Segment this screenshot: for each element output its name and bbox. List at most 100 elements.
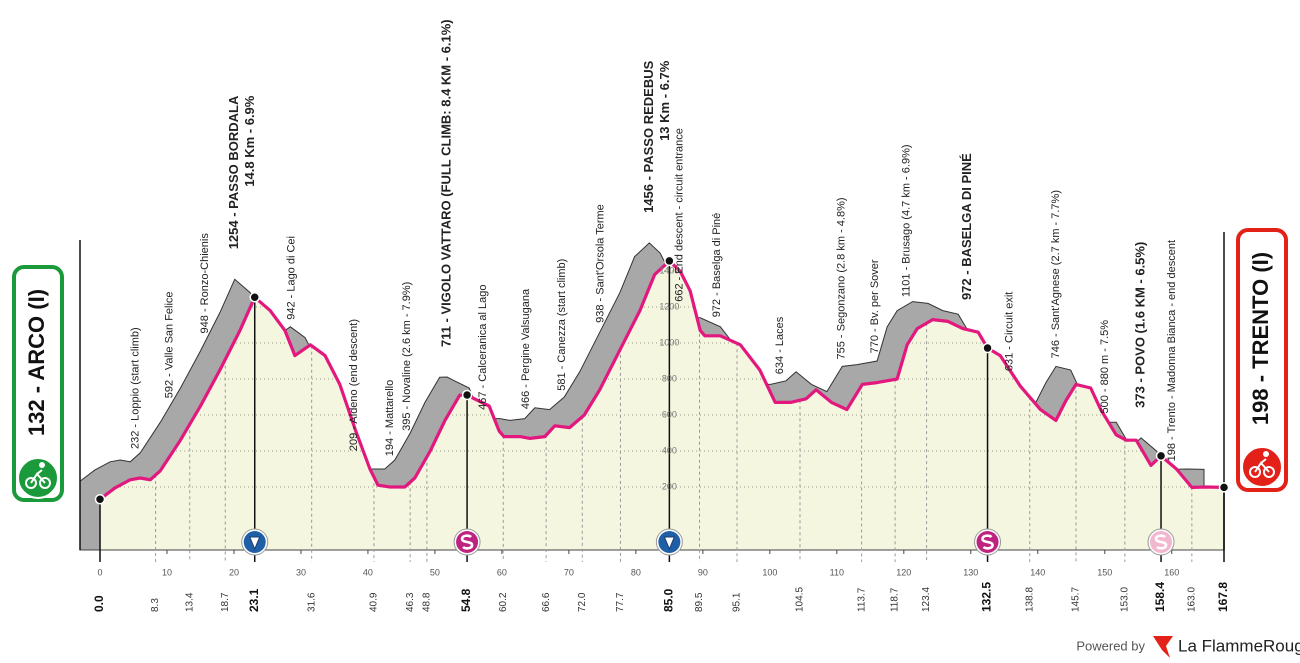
y-tick-label: 1400 <box>659 265 679 275</box>
waypoint-label: 746 - Sant'Agnese (2.7 km - 7.7%) <box>1050 190 1062 358</box>
km-label: 13.4 <box>184 592 195 612</box>
waypoint-label: 395 - Novaline (2.6 km - 7.9%) <box>401 282 413 431</box>
start-wheel <box>39 477 51 489</box>
x-tick-label: 0 <box>97 567 102 577</box>
waypoint-dot <box>461 389 473 401</box>
y-tick-label: 1200 <box>659 301 679 311</box>
km-label: 163.0 <box>1186 587 1197 612</box>
waypoint-dot <box>982 342 993 354</box>
km-label: 54.8 <box>459 588 473 612</box>
finish-icon <box>1241 446 1283 488</box>
x-tick-label: 80 <box>631 567 641 577</box>
km-label: 72.0 <box>577 592 588 612</box>
x-tick-label: 110 <box>830 567 844 577</box>
waypoint-label: 466 - Pergine Valsugana <box>520 288 532 409</box>
km-label: 123.4 <box>921 587 932 612</box>
waypoint-label: 1456 - PASSO REDEBUS <box>641 60 656 213</box>
waypoint-label: 938 - Sant'Orsola Terme <box>594 204 606 323</box>
km-label: 0.0 <box>92 595 106 612</box>
finish-label: 198 - TRENTO (I) <box>1248 252 1273 425</box>
start-icon <box>17 457 59 499</box>
km-label: 113.7 <box>856 587 867 612</box>
waypoint-label: 209 - Aldeno (end descent) <box>348 319 360 451</box>
waypoint-label: 581 - Canezza (start climb) <box>556 259 568 391</box>
x-tick-label: 100 <box>762 567 777 577</box>
icon-glyph <box>663 536 676 551</box>
waypoint-labels: 232 - Loppio (start climb) 592 - Valle Sa… <box>130 19 1178 461</box>
waypoint-label: 467 - Calceranica al Lago <box>477 284 489 409</box>
y-tick-label: 600 <box>662 409 677 419</box>
x-tick-label: 20 <box>229 567 239 577</box>
start-head <box>39 462 45 468</box>
waypoint-dot <box>1218 482 1230 493</box>
km-label: 89.5 <box>694 592 705 612</box>
start-label: 132 - ARCO (I) <box>24 289 49 436</box>
km-label: 118.7 <box>890 587 901 612</box>
waypoint-icon <box>655 528 683 556</box>
waypoint-detail: 13 Km - 6.7% <box>657 60 672 141</box>
waypoint-label: 711 - VIGOLO VATTARO (FULL CLIMB: 8.4 KM… <box>439 19 454 347</box>
km-label: 85.0 <box>662 588 676 612</box>
waypoint-icon <box>241 528 269 556</box>
y-tick-label: 1000 <box>659 337 679 347</box>
icon-glyph <box>1154 534 1168 550</box>
km-label: 158.4 <box>1153 582 1167 612</box>
waypoint-icon <box>974 528 1002 556</box>
start-wheel <box>25 477 37 489</box>
waypoint-dot <box>664 255 675 267</box>
km-label: 66.6 <box>541 592 552 612</box>
km-label: 48.8 <box>422 592 433 612</box>
x-tick-label: 30 <box>296 567 306 577</box>
waypoint-label: 972 - Baselga di Piné <box>711 213 723 318</box>
km-label: 60.2 <box>498 592 509 612</box>
brand-logo <box>1153 636 1173 658</box>
waypoint-detail: 14.8 Km - 6.9% <box>242 95 257 186</box>
start-banner <box>12 265 64 502</box>
km-label: 95.1 <box>732 592 743 612</box>
waypoint-icon <box>453 528 481 556</box>
x-tick-label: 140 <box>1030 567 1045 577</box>
km-label: 132.5 <box>980 582 994 612</box>
waypoint-label: 634 - Laces <box>774 316 786 374</box>
finish-wheel <box>1263 466 1275 478</box>
x-tick-label: 70 <box>564 567 574 577</box>
finish-rider <box>1254 458 1270 473</box>
profile-line <box>99 259 1225 501</box>
x-tick-label: 60 <box>497 567 507 577</box>
start-rider <box>30 469 46 484</box>
waypoint-icon <box>1147 528 1175 556</box>
x-tick-label: 160 <box>1164 567 1179 577</box>
finish-banner <box>1236 228 1288 492</box>
icon-glyph <box>248 536 261 551</box>
km-label: 8.3 <box>150 598 161 612</box>
km-label: 77.7 <box>615 592 626 612</box>
waypoint-label: 755 - Segonzano (2.8 km - 4.8%) <box>836 197 848 359</box>
x-tick-label: 130 <box>963 567 978 577</box>
waypoint-label: 942 - Lago di Cei <box>286 236 298 320</box>
waypoint-label: 1254 - PASSO BORDALA <box>226 95 241 249</box>
y-tick-label: 800 <box>662 373 677 383</box>
x-tick-label: 120 <box>896 567 911 577</box>
waypoint-label: 770 - Bv. per Sover <box>869 259 881 353</box>
waypoint-label: 194 - Mattarello <box>384 380 396 456</box>
km-label: 23.1 <box>247 588 261 612</box>
waypoint-label: 198 - Trento - Madonna Bianca - end desc… <box>1166 240 1178 461</box>
x-tick-label: 40 <box>363 567 373 577</box>
waypoint-label: 631 - Circuit exit <box>1004 292 1016 371</box>
x-tick-label: 10 <box>162 567 172 577</box>
powered-by: Powered by <box>1076 638 1145 653</box>
waypoint-label: 948 - Ronzo-Chienis <box>199 233 211 334</box>
waypoint-label: 662 - End descent - circuit entrance <box>673 128 685 302</box>
profile-area <box>100 260 1224 550</box>
finish-wheel <box>1249 466 1261 478</box>
icon-glyph <box>981 534 994 550</box>
km-label: 167.8 <box>1216 582 1230 612</box>
y-tick-label: 400 <box>662 445 677 455</box>
waypoint-dot <box>249 292 260 303</box>
waypoint-label: 592 - Valle San Felice <box>164 291 176 398</box>
km-label: 145.7 <box>1071 587 1082 612</box>
km-label: 31.6 <box>306 592 317 612</box>
x-tick-label: 90 <box>698 567 708 577</box>
brand: La FlammeRouge <box>1178 636 1300 655</box>
